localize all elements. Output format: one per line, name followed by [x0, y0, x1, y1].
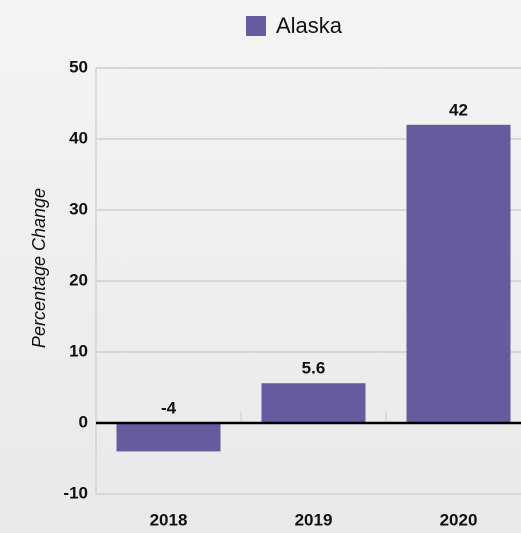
- y-tick-label: 0: [79, 412, 88, 431]
- value-label: -4: [161, 398, 177, 417]
- x-tick-label: 2019: [295, 510, 333, 529]
- bar: [406, 124, 511, 424]
- legend-swatch: [246, 16, 266, 36]
- y-tick-label: 20: [69, 270, 88, 289]
- value-label: 42: [449, 100, 468, 119]
- y-axis-label: Percentage Change: [29, 188, 49, 348]
- y-tick-label: 50: [69, 57, 88, 76]
- y-tick-label: 30: [69, 199, 88, 218]
- x-tick-label: 2018: [150, 510, 188, 529]
- x-tick-label: 2020: [440, 510, 478, 529]
- y-tick-label: 40: [69, 128, 88, 147]
- value-label: 5.6: [302, 359, 326, 378]
- y-tick-label: 10: [69, 341, 88, 360]
- legend-label: Alaska: [276, 13, 343, 38]
- bar: [116, 423, 221, 452]
- bar: [261, 383, 366, 423]
- y-tick-label: -10: [63, 483, 88, 502]
